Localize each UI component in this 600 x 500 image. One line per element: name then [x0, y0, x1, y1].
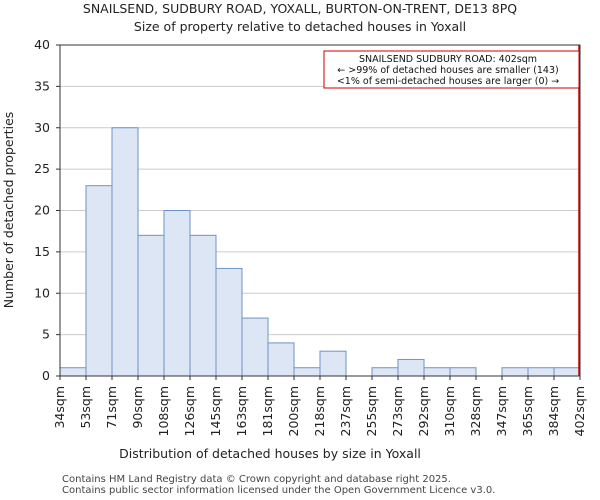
bar: [163, 210, 191, 377]
bar: [59, 367, 87, 377]
bar: [319, 350, 347, 377]
x-tick-label: 218sqm: [312, 386, 327, 436]
x-tick-label: 90sqm: [130, 386, 145, 429]
bar: [501, 367, 529, 377]
x-tick-label: 255sqm: [364, 386, 379, 436]
x-tick-label: 273sqm: [390, 386, 405, 436]
bar: [527, 367, 555, 377]
x-tick-label: 34sqm: [52, 386, 67, 429]
bar: [553, 367, 581, 377]
x-axis-label: Distribution of detached houses by size …: [119, 446, 421, 461]
x-tick-label: 108sqm: [156, 386, 171, 436]
y-tick-label: 30: [34, 120, 50, 135]
y-tick-label: 20: [34, 203, 50, 218]
x-tick-label: 365sqm: [520, 386, 535, 436]
y-tick-label: 5: [42, 327, 50, 342]
chart-subtitle: Size of property relative to detached ho…: [134, 19, 466, 34]
x-tick-label: 402sqm: [572, 386, 587, 436]
x-tick-label: 126sqm: [182, 386, 197, 436]
bar: [293, 367, 321, 377]
bar: [85, 185, 113, 377]
y-axis-label: Number of detached properties: [1, 112, 16, 309]
y-tick-label: 40: [34, 37, 50, 52]
chart-title: SNAILSEND, SUDBURY ROAD, YOXALL, BURTON-…: [83, 1, 517, 16]
x-tick-label: 292sqm: [416, 386, 431, 436]
footer-licence: Contains public sector information licen…: [62, 485, 496, 496]
bar: [423, 367, 451, 377]
footer-copyright: Contains HM Land Registry data © Crown c…: [62, 474, 451, 485]
annotation-line-1: SNAILSEND SUDBURY ROAD: 402sqm: [359, 54, 537, 65]
x-tick-label: 237sqm: [338, 386, 353, 436]
plot-frame: [59, 44, 581, 377]
y-tick-label: 35: [34, 78, 50, 93]
x-tick-label: 71sqm: [104, 386, 119, 429]
annotation-border: [323, 50, 580, 89]
x-tick-label: 347sqm: [494, 386, 509, 436]
bar: [267, 342, 295, 377]
y-tick-label: 0: [42, 368, 50, 383]
annotation-line-3: <1% of semi-detached houses are larger (…: [337, 76, 559, 87]
y-tick-label: 10: [34, 285, 50, 300]
annotation-box: SNAILSEND SUDBURY ROAD: 402sqm ← >99% of…: [323, 50, 580, 89]
x-tick-label: 145sqm: [208, 386, 223, 436]
bar: [241, 317, 269, 377]
bar: [371, 367, 399, 377]
x-tick-label: 181sqm: [260, 386, 275, 436]
y-tick-label: 25: [34, 161, 50, 176]
bar: [137, 234, 165, 377]
bar: [215, 267, 243, 377]
y-tick-label: 15: [34, 244, 50, 259]
bar: [397, 358, 425, 377]
x-tick-label: 310sqm: [442, 386, 457, 436]
x-tick-label: 53sqm: [78, 386, 93, 429]
x-tick-label: 384sqm: [546, 386, 561, 436]
x-tick-label: 163sqm: [234, 386, 249, 436]
bar: [111, 127, 139, 377]
bar: [449, 367, 477, 377]
annotation-line-2: ← >99% of detached houses are smaller (1…: [337, 65, 558, 76]
x-tick-label: 200sqm: [286, 386, 301, 436]
bar: [189, 234, 217, 377]
x-tick-label: 328sqm: [468, 386, 483, 436]
